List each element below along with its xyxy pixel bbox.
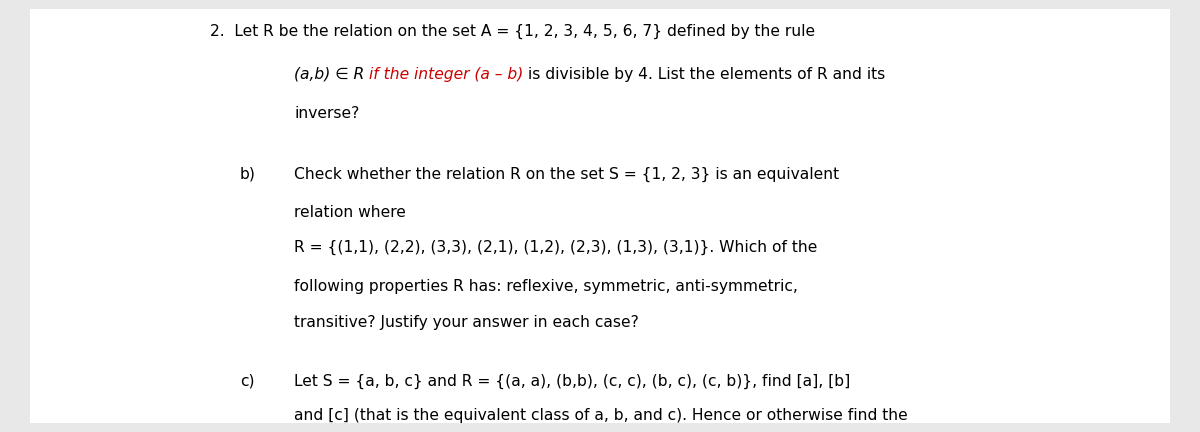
Text: is divisible by 4. List the elements of R and its: is divisible by 4. List the elements of …	[523, 67, 886, 82]
Text: b): b)	[240, 166, 256, 181]
Text: R = {(1,1), (2,2), (3,3), (2,1), (1,2), (2,3), (1,3), (3,1)}. Which of the: R = {(1,1), (2,2), (3,3), (2,1), (1,2), …	[294, 240, 817, 255]
Text: (a,b) ∈ R: (a,b) ∈ R	[294, 67, 370, 82]
Text: Let S = {a, b, c} and R = {(a, a), (b,b), (c, c), (b, c), (c, b)}, find [a], [b]: Let S = {a, b, c} and R = {(a, a), (b,b)…	[294, 374, 851, 389]
Text: c): c)	[240, 374, 254, 389]
Text: transitive? Justify your answer in each case?: transitive? Justify your answer in each …	[294, 315, 638, 330]
Text: following properties R has: reflexive, symmetric, anti-symmetric,: following properties R has: reflexive, s…	[294, 279, 798, 294]
Text: and [c] (that is the equivalent class of a, b, and c). Hence or otherwise find t: and [c] (that is the equivalent class of…	[294, 408, 907, 423]
FancyBboxPatch shape	[30, 9, 1170, 423]
Text: 2.  Let R be the relation on the set A = {1, 2, 3, 4, 5, 6, 7} defined by the ru: 2. Let R be the relation on the set A = …	[210, 24, 815, 39]
Text: relation where: relation where	[294, 205, 406, 220]
Text: inverse?: inverse?	[294, 106, 359, 121]
Text: if the integer (a – b): if the integer (a – b)	[370, 67, 523, 82]
Text: Check whether the relation R on the set S = {1, 2, 3} is an equivalent: Check whether the relation R on the set …	[294, 166, 839, 181]
